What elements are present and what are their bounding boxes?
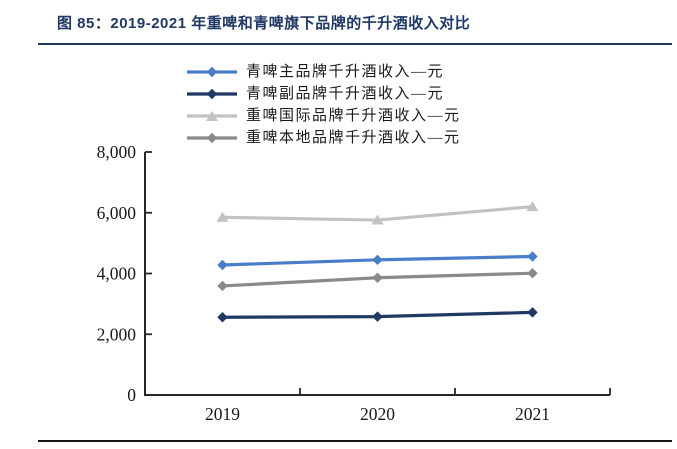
legend-item-1: 青啤副品牌千升酒收入—元 bbox=[186, 83, 461, 105]
legend-label: 青啤副品牌千升酒收入—元 bbox=[246, 86, 445, 102]
series-marker-1 bbox=[217, 312, 228, 323]
series-marker-0 bbox=[527, 251, 538, 262]
legend-item-0: 青啤主品牌千升酒收入—元 bbox=[186, 61, 461, 83]
y-tick-label: 8,000 bbox=[97, 142, 137, 162]
legend-swatch-diamond-icon bbox=[187, 132, 237, 144]
legend-swatch-diamond-icon bbox=[187, 66, 237, 78]
x-tick-label: 2019 bbox=[205, 404, 240, 424]
figure-title: 图 85：2019-2021 年重啤和青啤旗下品牌的千升酒收入对比 bbox=[57, 15, 471, 32]
chart-legend: 青啤主品牌千升酒收入—元 青啤副品牌千升酒收入—元 重啤国际品牌千升酒收入—元 重啤本… bbox=[186, 61, 461, 149]
x-tick-label: 2020 bbox=[360, 404, 395, 424]
series-marker-3 bbox=[527, 267, 538, 279]
series-marker-3 bbox=[372, 272, 383, 283]
bottom-divider bbox=[38, 440, 672, 442]
legend-swatch-diamond-icon bbox=[187, 88, 237, 100]
series-marker-1 bbox=[372, 311, 383, 322]
series-marker-3 bbox=[217, 280, 228, 292]
series-marker-2 bbox=[216, 211, 229, 222]
y-tick-label: 0 bbox=[127, 385, 136, 405]
legend-item-3: 重啤本地品牌千升酒收入—元 bbox=[186, 127, 461, 149]
y-tick-label: 6,000 bbox=[97, 203, 137, 223]
series-marker-0 bbox=[217, 259, 228, 271]
title-divider bbox=[38, 43, 672, 45]
series-marker-0 bbox=[372, 254, 383, 266]
legend-label: 重啤国际品牌千升酒收入—元 bbox=[246, 108, 461, 124]
series-marker-2 bbox=[526, 201, 539, 212]
y-tick-label: 4,000 bbox=[97, 264, 137, 284]
legend-item-2: 重啤国际品牌千升酒收入—元 bbox=[186, 105, 461, 127]
x-tick-label: 2021 bbox=[515, 404, 550, 424]
series-marker-1 bbox=[527, 307, 538, 318]
legend-label: 青啤主品牌千升酒收入—元 bbox=[246, 64, 445, 80]
y-tick-label: 2,000 bbox=[97, 324, 137, 344]
legend-swatch-triangle-icon bbox=[187, 111, 237, 121]
legend-label: 重啤本地品牌千升酒收入—元 bbox=[246, 130, 461, 146]
series-marker-2 bbox=[371, 214, 384, 225]
